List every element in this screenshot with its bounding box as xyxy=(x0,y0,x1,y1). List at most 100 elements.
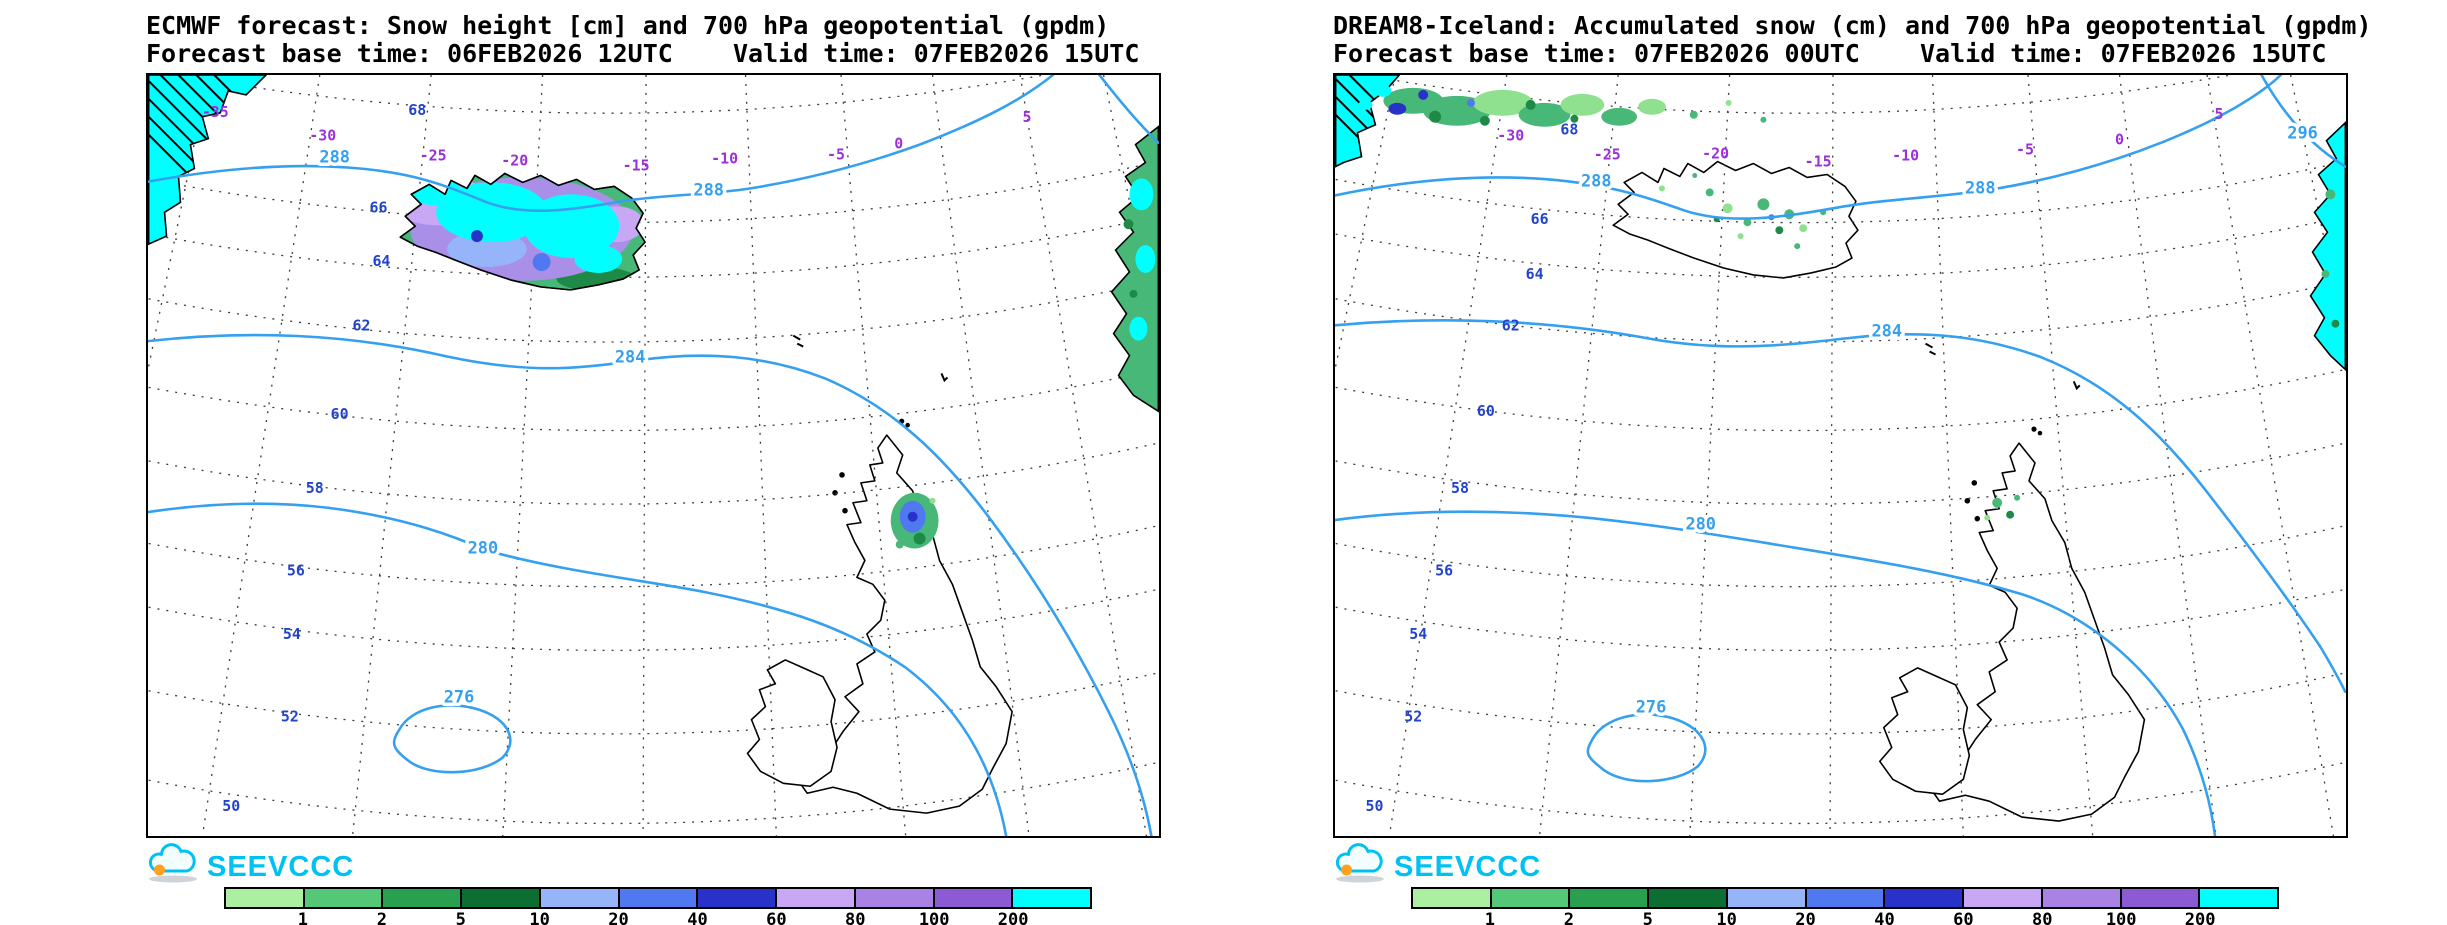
legend-tick-label: 100 xyxy=(918,910,950,925)
legend-color-swatch xyxy=(1413,889,1492,907)
legend-color-swatch xyxy=(777,889,856,907)
lon-label: -20 xyxy=(501,152,528,170)
lon-label: -15 xyxy=(623,156,650,174)
contour-label: 280 xyxy=(468,537,499,557)
legend-tick-label: 40 xyxy=(1874,910,1895,925)
legend-color-swatch xyxy=(1727,889,1807,907)
legend-color-swatch xyxy=(934,889,1014,907)
lon-label: -30 xyxy=(1497,127,1524,145)
lat-label: 60 xyxy=(331,405,349,423)
legend-color-swatch xyxy=(855,889,935,907)
geopotential-contours xyxy=(1335,75,2346,836)
snow-legend: 1 2 5 10 20 40 60 80 100 200 xyxy=(224,887,1092,925)
legend-color-swatch xyxy=(1806,889,1886,907)
map-labels: -30 -25 -20 -15 -10 -5 0 5 68 66 64 62 6… xyxy=(1365,105,2321,815)
lat-label: 66 xyxy=(1531,210,1549,228)
legend-colorbar xyxy=(1411,887,2279,909)
contour-label: 288 xyxy=(319,147,350,167)
snow-shading xyxy=(1335,75,2346,521)
lon-label: -5 xyxy=(2016,141,2034,159)
contour-label: 284 xyxy=(615,346,646,366)
legend-color-swatch xyxy=(619,889,699,907)
scotland-snow xyxy=(890,492,939,549)
logo-text: SEEVCCC xyxy=(207,851,355,884)
contour-label: 280 xyxy=(1685,514,1716,534)
lat-label: 54 xyxy=(283,625,301,643)
legend-color-swatch xyxy=(383,889,463,907)
legend-color-swatch xyxy=(2200,889,2278,907)
legend-color-swatch xyxy=(540,889,620,907)
panel-ecmwf: ECMWF forecast: Snow height [cm] and 700… xyxy=(146,12,1161,925)
lat-label: 50 xyxy=(1365,797,1383,815)
legend-tick-label: 60 xyxy=(1953,910,1974,925)
page-title: DREAM8-Iceland: Accumulated snow (cm) an… xyxy=(1333,11,2372,40)
coastlines xyxy=(1612,160,2146,822)
cloud-logo-icon xyxy=(148,843,197,883)
legend-tick-label: 1 xyxy=(1484,910,1496,925)
legend-color-swatch xyxy=(1964,889,2043,907)
legend-color-swatch xyxy=(1570,889,1650,907)
legend-ticks: 1 2 5 10 20 40 60 80 100 200 xyxy=(1411,910,2279,925)
lon-label: 5 xyxy=(2215,105,2224,123)
legend-tick-label: 1 xyxy=(297,910,309,925)
legend-tick-label: 2 xyxy=(376,910,387,925)
legend-color-swatch xyxy=(304,889,384,907)
norway-snow xyxy=(1110,125,1159,413)
map-frame-dream8: -30 -25 -20 -15 -10 -5 0 5 68 66 64 62 6… xyxy=(1333,73,2348,838)
lat-label: 64 xyxy=(1526,265,1544,283)
legend-tick-label: 5 xyxy=(1642,910,1653,925)
lat-label: 68 xyxy=(1560,121,1578,139)
legend-color-swatch xyxy=(2042,889,2122,907)
map-dream8: -30 -25 -20 -15 -10 -5 0 5 68 66 64 62 6… xyxy=(1335,75,2346,836)
panel-dream8: DREAM8-Iceland: Accumulated snow (cm) an… xyxy=(1333,11,2372,925)
legend-tick-label: 40 xyxy=(687,910,708,925)
british-isles xyxy=(1878,342,2146,822)
lat-label: 68 xyxy=(408,101,426,119)
lon-label: -5 xyxy=(827,146,845,164)
contour-label: 296 xyxy=(2287,123,2318,143)
lon-label: -10 xyxy=(711,150,738,168)
lon-label: -15 xyxy=(1805,153,1832,171)
lat-label: 52 xyxy=(1404,708,1422,726)
lat-label: 50 xyxy=(222,797,240,815)
contour-label: 276 xyxy=(444,687,475,707)
legend-color-swatch xyxy=(462,889,541,907)
lon-label: -25 xyxy=(1594,146,1621,164)
legend-colorbar xyxy=(224,887,1092,909)
page-title: ECMWF forecast: Snow height [cm] and 700… xyxy=(146,11,1110,40)
legend-color-swatch xyxy=(1649,889,1728,907)
lat-label: 64 xyxy=(372,252,390,270)
footer-ecmwf: SEEVCCC 1 2 5 10 20 40 60 80 100 200 xyxy=(146,840,1161,925)
footer-dream8: SEEVCCC 1 2 5 10 20 40 60 80 100 200 xyxy=(1333,840,2348,925)
lon-label: -30 xyxy=(309,127,336,145)
legend-color-swatch xyxy=(226,889,305,907)
graticule xyxy=(1335,75,2346,836)
legend-tick-label: 20 xyxy=(608,910,629,925)
page-subtitle: Forecast base time: 06FEB2026 12UTC Vali… xyxy=(146,39,1140,68)
iceland-coast-outline xyxy=(399,172,646,291)
cloud-logo-icon xyxy=(1335,843,1384,883)
map-labels: -35 -30 -25 -20 -15 -10 -5 0 5 68 66 64 … xyxy=(202,101,1032,815)
snow-legend: 1 2 5 10 20 40 60 80 100 200 xyxy=(1411,887,2279,925)
legend-tick-label: 200 xyxy=(997,910,1029,925)
page-subtitle: Forecast base time: 07FEB2026 00UTC Vali… xyxy=(1333,39,2327,68)
seevccc-logo: SEEVCCC xyxy=(146,840,1161,884)
panel-ecmwf-titles: ECMWF forecast: Snow height [cm] and 700… xyxy=(146,12,1161,68)
lat-label: 58 xyxy=(1451,479,1469,497)
lat-label: 56 xyxy=(287,561,305,579)
snow-shading xyxy=(148,75,1159,549)
lon-label: -10 xyxy=(1892,147,1919,165)
lon-label: -20 xyxy=(1702,145,1729,163)
legend-tick-label: 10 xyxy=(529,910,550,925)
legend-color-swatch xyxy=(1491,889,1571,907)
legend-color-swatch xyxy=(2121,889,2201,907)
small-islands xyxy=(792,334,949,514)
norway-snow xyxy=(2309,121,2346,372)
legend-color-swatch xyxy=(1885,889,1965,907)
map-ecmwf: -35 -30 -25 -20 -15 -10 -5 0 5 68 66 64 … xyxy=(148,75,1159,836)
ireland-coast xyxy=(746,659,838,788)
snow-band xyxy=(1358,84,1767,127)
lon-label: 0 xyxy=(894,135,903,153)
scotland-snow xyxy=(1984,494,2021,521)
